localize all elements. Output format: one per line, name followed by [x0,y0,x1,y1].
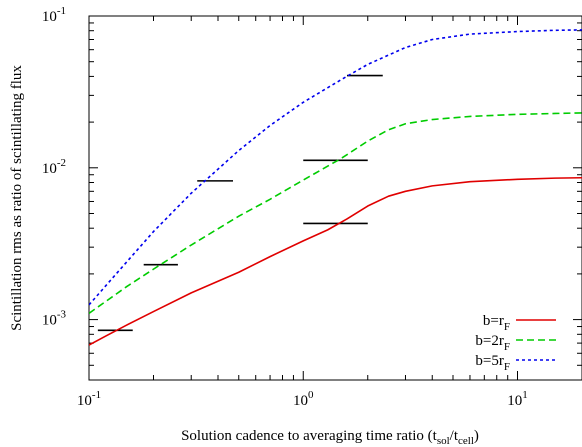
series-line-2 [89,112,582,314]
series-line-1 [89,176,582,346]
x-tick-label: 10-1 [77,389,101,409]
legend-label-2: b=2rF [475,333,510,353]
axis-tick-labels: 10-1 100 101 10-3 10-2 10-1 [42,5,528,409]
x-tick-label: 100 [293,389,314,409]
x-axis-label: Solution cadence to averaging time ratio… [181,428,479,447]
y-tick-label: 10-3 [42,309,67,329]
legend-label-3: b=5rF [475,353,510,373]
error-bars [97,74,383,332]
axis-ticks [88,15,582,381]
legend-label-1: b=rF [483,313,510,333]
y-tick-label: 10-1 [42,5,66,25]
y-tick-label: 10-2 [42,157,66,177]
data-series [89,29,582,346]
series-line-3 [89,29,582,306]
x-tick-label: 101 [507,389,528,409]
y-axis-label: Scintillation rms as ratio of scintillat… [9,65,25,331]
plot-frame [88,15,582,381]
